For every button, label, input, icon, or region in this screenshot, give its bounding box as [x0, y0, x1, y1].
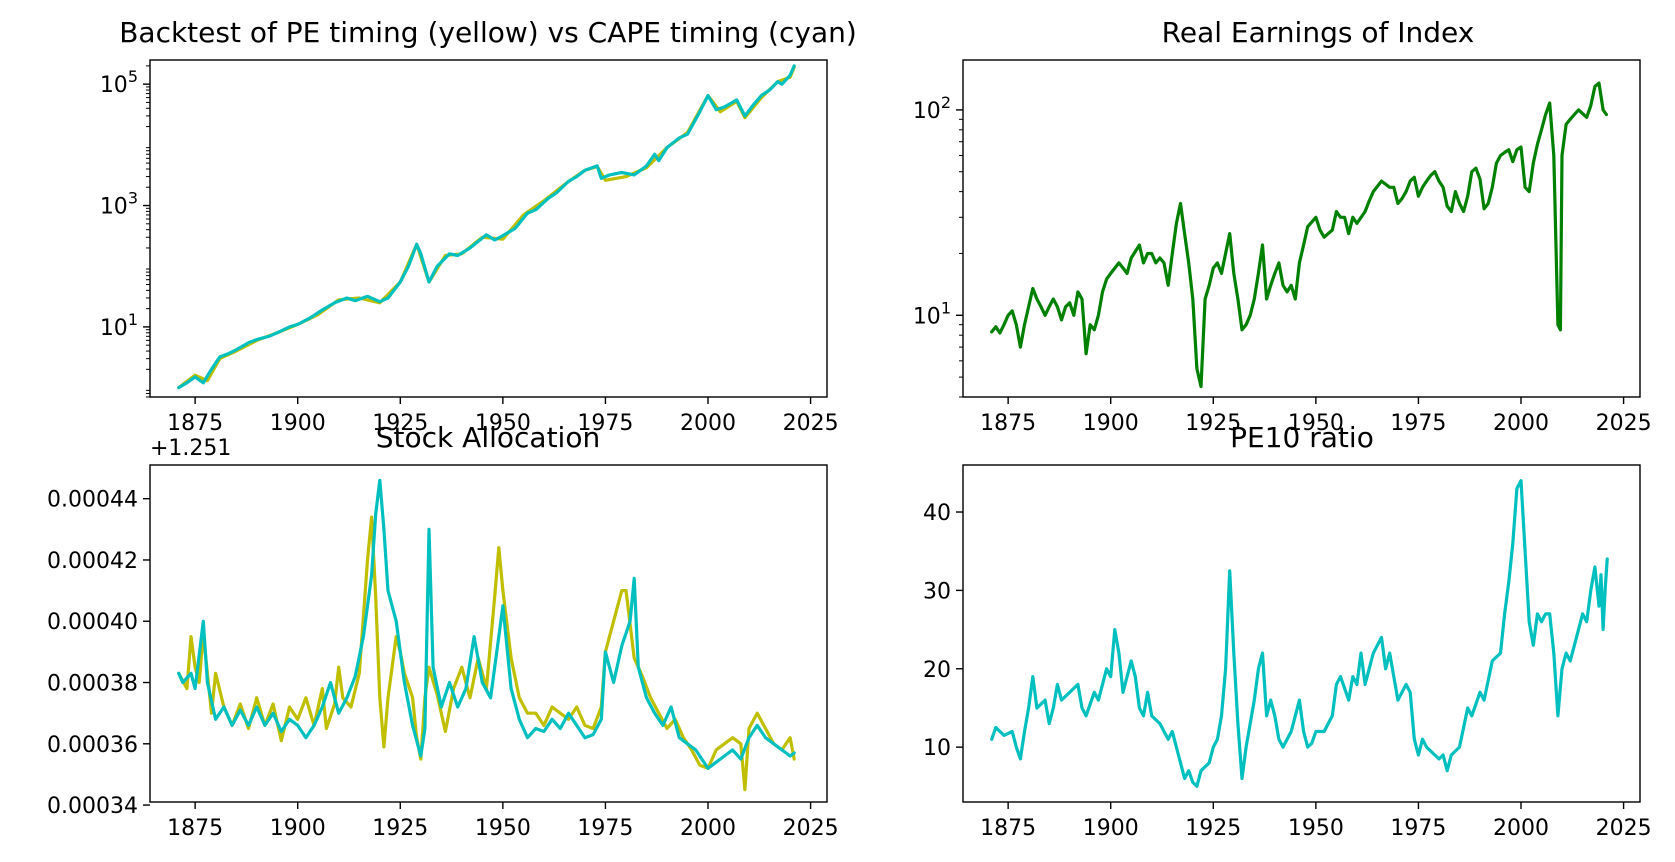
backtest-x-tick-label: 1925 — [372, 411, 428, 436]
pe10-x-tick-label: 1875 — [980, 816, 1036, 841]
pe10-x-axis: 1875 1900 1925 1950 1975 2000 2025 — [980, 802, 1652, 841]
allocation-series-line-0 — [177, 515, 796, 792]
allocation-y-axis: 0.00034 0.00036 0.00038 0.00040 0.00042 0.000… — [47, 488, 150, 819]
allocation-x-tick-label: 1975 — [577, 816, 633, 841]
pe10-y-tick-label: 10 — [923, 736, 951, 761]
backtest-x-tick-label: 1875 — [167, 411, 223, 436]
allocation-x-axis: 1875 1900 1925 1950 1975 2000 2025 — [167, 802, 839, 841]
pe10-series-layer — [990, 479, 1609, 788]
backtest-y-tick-label: 101 — [100, 310, 138, 341]
earnings-x-tick-label: 1950 — [1288, 411, 1344, 436]
pe10-plot-frame — [962, 464, 1641, 803]
backtest-y-tick-label: 103 — [100, 189, 138, 220]
earnings-plot-frame — [962, 59, 1641, 398]
backtest-x-tick-label: 1975 — [577, 411, 633, 436]
backtest-plot-frame — [149, 59, 828, 398]
backtest-series-layer — [177, 64, 796, 390]
pe10-x-tick-label: 1975 — [1390, 816, 1446, 841]
pe10-x-tick-label: 1925 — [1185, 816, 1241, 841]
earnings-y-axis: 101 102 — [913, 93, 963, 398]
backtest-x-tick-label: 1900 — [270, 411, 326, 436]
backtest-y-tick-label: 105 — [100, 67, 138, 98]
earnings-x-tick-label: 2025 — [1596, 411, 1652, 436]
backtest-series-line-1 — [177, 64, 796, 390]
allocation-y-tick-label: 0.00036 — [47, 733, 138, 758]
earnings-series-layer — [990, 81, 1608, 389]
allocation-x-tick-label: 1900 — [270, 816, 326, 841]
allocation-series-line-1 — [177, 478, 796, 770]
allocation-y-tick-label: 0.00044 — [47, 488, 138, 513]
backtest-title: Backtest of PE timing (yellow) vs CAPE t… — [119, 16, 857, 49]
allocation-series-layer — [177, 478, 796, 792]
earnings-x-tick-label: 1925 — [1185, 411, 1241, 436]
allocation-y-tick-label: 0.00040 — [47, 610, 138, 635]
earnings-x-axis: 1875 1900 1925 1950 1975 2000 2025 — [980, 397, 1652, 436]
pe10-title: PE10 ratio — [1230, 421, 1374, 454]
pe10-x-tick-label: 1950 — [1288, 816, 1344, 841]
pe10-y-tick-label: 20 — [923, 658, 951, 683]
pe10-y-axis: 10 20 30 40 — [923, 501, 963, 761]
backtest-x-axis: 1875 1900 1925 1950 1975 2000 2025 — [167, 397, 839, 436]
allocation-y-tick-label: 0.00042 — [47, 549, 138, 574]
allocation-x-tick-label: 1950 — [475, 816, 531, 841]
panel-allocation: Stock Allocation +1.251 1875 1900 1925 1950… — [47, 421, 839, 841]
pe10-x-tick-label: 2000 — [1493, 816, 1549, 841]
pe10-y-tick-label: 40 — [923, 501, 951, 526]
backtest-x-tick-label: 2000 — [680, 411, 736, 436]
pe10-x-tick-label: 2025 — [1596, 816, 1652, 841]
earnings-y-tick-label: 101 — [913, 298, 951, 329]
panel-backtest: Backtest of PE timing (yellow) vs CAPE t… — [100, 16, 857, 436]
allocation-x-tick-label: 2000 — [680, 816, 736, 841]
earnings-y-tick-label: 102 — [913, 93, 951, 124]
pe10-x-tick-label: 1900 — [1083, 816, 1139, 841]
earnings-x-tick-label: 1875 — [980, 411, 1036, 436]
panel-pe10: PE10 ratio 1875 1900 1925 1950 1975 2000 2025 … — [923, 421, 1652, 841]
backtest-series-line-0 — [177, 65, 796, 390]
earnings-title: Real Earnings of Index — [1162, 16, 1475, 49]
allocation-x-tick-label: 1875 — [167, 816, 223, 841]
allocation-y-tick-label: 0.00034 — [47, 794, 138, 819]
allocation-title: Stock Allocation — [376, 421, 600, 454]
earnings-x-tick-label: 1900 — [1083, 411, 1139, 436]
earnings-x-tick-label: 1975 — [1390, 411, 1446, 436]
backtest-x-tick-label: 2025 — [783, 411, 839, 436]
allocation-plot-frame — [149, 464, 828, 803]
pe10-y-tick-label: 30 — [923, 579, 951, 604]
earnings-series-line-0 — [990, 81, 1608, 389]
earnings-x-tick-label: 2000 — [1493, 411, 1549, 436]
allocation-offset-text: +1.251 — [150, 436, 231, 461]
allocation-y-tick-label: 0.00038 — [47, 672, 138, 697]
backtest-y-axis: 101 103 105 — [100, 65, 150, 398]
panel-earnings: Real Earnings of Index 1875 1900 1925 1950 1… — [913, 16, 1652, 436]
backtest-x-tick-label: 1950 — [475, 411, 531, 436]
allocation-x-tick-label: 2025 — [783, 816, 839, 841]
pe10-series-line-0 — [990, 479, 1609, 788]
allocation-x-tick-label: 1925 — [372, 816, 428, 841]
